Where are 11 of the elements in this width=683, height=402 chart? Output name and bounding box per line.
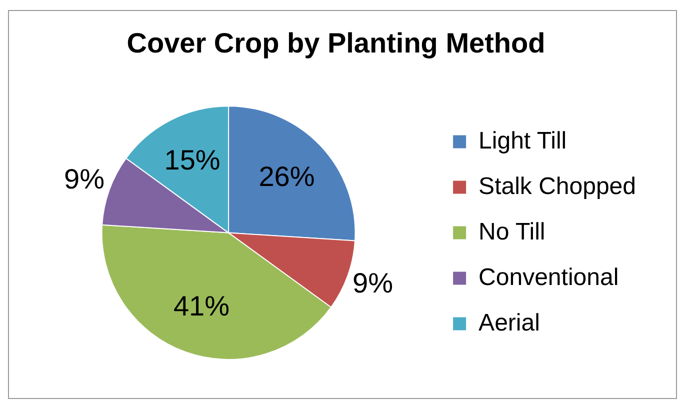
legend-label: Stalk Chopped — [478, 172, 636, 200]
chart-title: Cover Crop by Planting Method — [126, 28, 546, 59]
data-label: 15% — [164, 144, 220, 176]
legend-label: Aerial — [478, 309, 540, 336]
data-label: 9% — [352, 267, 394, 298]
data-label: 9% — [64, 164, 105, 195]
legend-label: No Till — [478, 218, 546, 246]
legend-label: Light Till — [478, 127, 567, 154]
legend-label: Conventional — [478, 264, 619, 291]
data-label: 41% — [173, 290, 230, 322]
data-label: 26% — [258, 160, 315, 192]
